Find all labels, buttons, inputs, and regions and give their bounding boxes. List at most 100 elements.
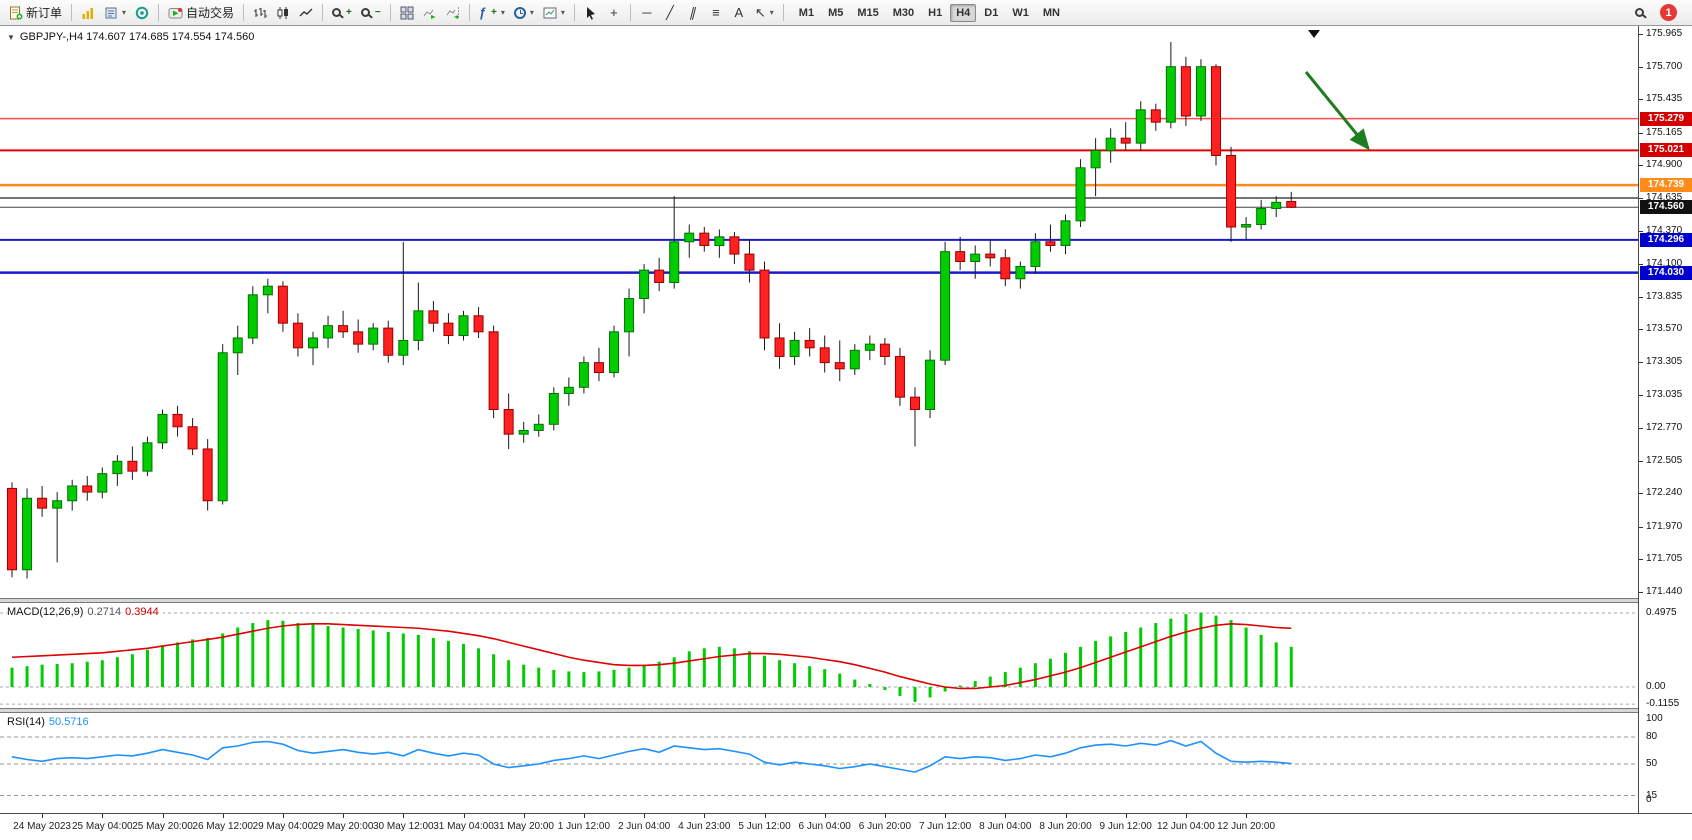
timeframe-button-W1[interactable]: W1 [1006, 4, 1035, 22]
time-label: 29 May 20:00 [312, 821, 374, 832]
macd-panel[interactable]: MACD(12,26,9) 0.2714 0.3944 [0, 603, 1692, 708]
fibonacci-tool-button[interactable]: ≡ [705, 2, 727, 23]
new-order-button[interactable]: 新订单 [5, 2, 66, 23]
axis-label: 172.505 [1646, 454, 1683, 466]
axis-tick [1639, 362, 1643, 364]
axis-label: 173.035 [1646, 389, 1683, 401]
zoom-out-button[interactable]: − [357, 2, 385, 23]
axis-tick [1639, 34, 1643, 35]
market-watch-button[interactable] [131, 2, 153, 23]
macd-main-value: 0.2714 [87, 606, 122, 618]
rsi-panel[interactable]: RSI(14) 50.5716 [0, 713, 1692, 813]
zoom-in-button[interactable]: + [328, 2, 356, 23]
toolbar-separator [629, 4, 631, 21]
minus-icon: − [374, 7, 381, 18]
time-tick [463, 814, 465, 818]
periods-button[interactable]: ▾ [510, 2, 538, 23]
new-chart-button[interactable] [77, 2, 99, 23]
time-label: 6 Jun 04:00 [798, 821, 851, 832]
time-label: 9 Jun 12:00 [1099, 821, 1152, 832]
timeframe-button-M1[interactable]: M1 [793, 4, 820, 22]
price-line-tag: 174.560 [1640, 200, 1692, 215]
time-axis[interactable]: 24 May 2023 25 May 04:00 25 May 20:00 26 Ma… [0, 813, 1692, 836]
trendline-icon: ╱ [665, 5, 674, 20]
arrows-tool-icon: ↖ [754, 5, 766, 20]
axis-tick [1639, 99, 1643, 101]
toolbar-separator [468, 4, 470, 21]
time-tick [1246, 814, 1248, 818]
notification-badge[interactable]: 1 [1660, 4, 1677, 21]
horizontal-line-tool-button[interactable]: ─ [636, 2, 658, 23]
axis-label: 171.970 [1646, 520, 1683, 532]
toolbar-separator [158, 4, 160, 21]
timeframe-button-MN[interactable]: MN [1037, 4, 1066, 22]
time-label: 25 May 04:00 [71, 821, 133, 832]
tile-windows-button[interactable] [396, 2, 418, 23]
timeframe-button-M5[interactable]: M5 [822, 4, 849, 22]
collapse-icon[interactable]: ▼ [7, 32, 15, 42]
bar-chart-type-button[interactable] [249, 2, 271, 23]
arrows-tool-button[interactable]: ↖ ▾ [751, 2, 778, 23]
text-tool-button[interactable]: A [728, 2, 750, 23]
axis-label: 171.705 [1646, 553, 1683, 565]
price-chart-panel[interactable]: ▼ GBPJPY-,H4 174.607 174.685 174.554 174… [0, 26, 1692, 598]
auto-trading-button[interactable]: 自动交易 [164, 2, 238, 23]
candlestick-chart-type-button[interactable] [272, 2, 294, 23]
axis-label: 172.240 [1646, 487, 1683, 499]
panel-divider[interactable] [0, 598, 1692, 603]
time-tick [42, 814, 44, 818]
axis-tick [1639, 526, 1643, 528]
timeframe-button-H1[interactable]: H1 [922, 4, 948, 22]
axis-label: 50 [1646, 758, 1658, 769]
channel-tool-button[interactable]: ∥ [682, 2, 704, 23]
axis-tick [1639, 427, 1643, 429]
macd-plot[interactable] [0, 603, 1638, 708]
time-tick [403, 814, 405, 818]
time-tick [1125, 814, 1127, 818]
cursor-icon [586, 6, 595, 20]
time-label: 31 May 20:00 [493, 821, 554, 832]
time-tick [644, 814, 646, 818]
timeframe-button-H4[interactable]: H4 [950, 3, 977, 22]
panel-divider[interactable] [0, 708, 1692, 713]
search-button[interactable] [1628, 2, 1650, 23]
trendline-tool-button[interactable]: ╱ [659, 2, 681, 23]
line-chart-type-button[interactable] [295, 2, 317, 23]
indicators-button[interactable]: ƒ + ▾ [475, 2, 509, 23]
main-toolbar: 新订单 ▾ 自动交易 + − ƒ + [0, 0, 1692, 26]
auto-scroll-button[interactable] [419, 2, 441, 23]
templates-button[interactable]: ▾ [539, 2, 569, 23]
chart-shift-button[interactable] [442, 2, 464, 23]
time-label: 26 May 12:00 [192, 821, 253, 832]
time-label: 29 May 04:00 [252, 821, 314, 832]
auto-trading-label: 自动交易 [186, 6, 235, 20]
cursor-button[interactable] [580, 2, 602, 23]
price-line-tag: 175.021 [1640, 143, 1692, 158]
profiles-button[interactable]: ▾ [100, 2, 130, 23]
price-line-tag: 175.279 [1640, 111, 1692, 126]
axis-label: 80 [1646, 731, 1658, 742]
price-chart-plot[interactable] [0, 26, 1638, 598]
rsi-plot[interactable] [0, 713, 1638, 813]
time-tick [1065, 814, 1067, 818]
time-label: 25 May 20:00 [132, 821, 193, 832]
time-label: 8 Jun 04:00 [979, 821, 1032, 832]
time-tick [824, 814, 826, 818]
clock-icon [513, 6, 526, 19]
axis-tick [1639, 460, 1643, 462]
dropdown-icon: ▾ [769, 8, 774, 17]
time-tick [884, 814, 886, 818]
axis-label: 171.440 [1646, 586, 1683, 597]
timeframe-button-M15[interactable]: M15 [851, 4, 884, 22]
axis-label: 175.700 [1646, 60, 1683, 72]
time-tick [162, 814, 164, 818]
price-axis[interactable]: 175.965 175.700 175.435 175.165 174.900 174.6… [1638, 26, 1692, 813]
toolbar-separator [782, 4, 784, 21]
axis-label: 174.100 [1646, 257, 1683, 269]
profiles-icon [105, 7, 117, 18]
timeframe-button-M30[interactable]: M30 [887, 4, 920, 22]
zoom-in-icon [332, 8, 342, 17]
timeframe-button-D1[interactable]: D1 [978, 4, 1004, 22]
crosshair-button[interactable]: + [603, 2, 625, 23]
axis-tick [1639, 592, 1643, 593]
